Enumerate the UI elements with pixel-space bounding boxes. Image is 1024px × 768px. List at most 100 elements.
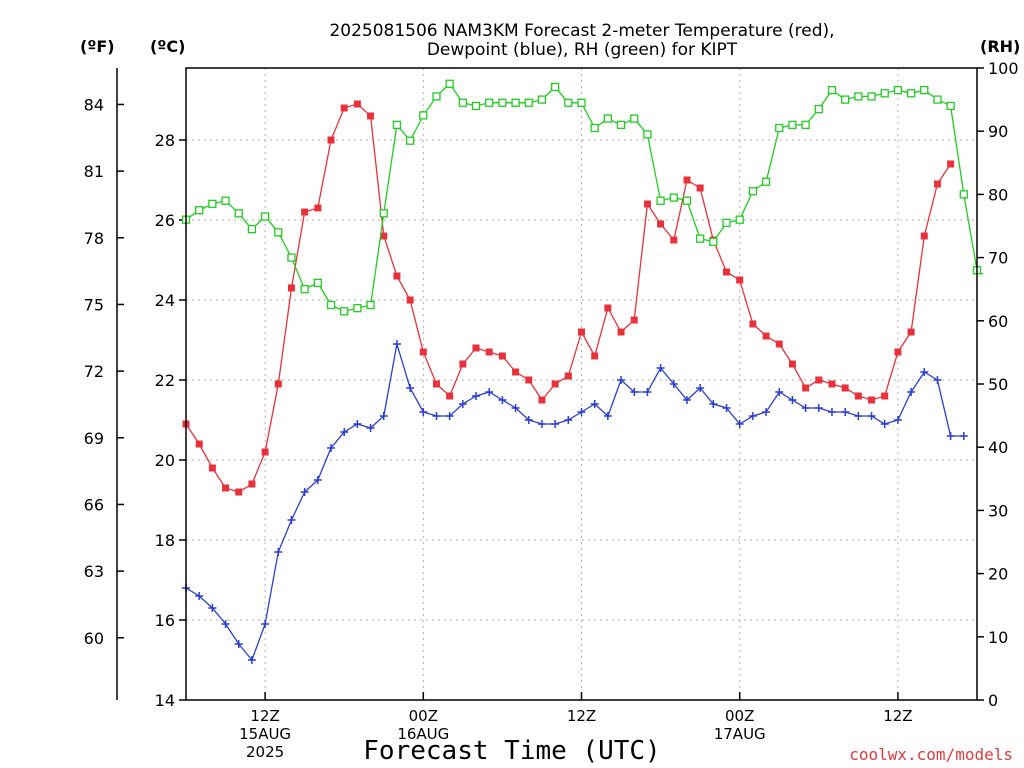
series-dewpoint (182, 340, 968, 664)
dewpoint-point (775, 388, 784, 396)
temperature-point (591, 352, 599, 360)
temperature-point (854, 392, 862, 400)
rh-point (933, 95, 942, 104)
rh-tick-label: 30 (988, 501, 1008, 520)
dewpoint-point (946, 432, 955, 440)
dewpoint-point (788, 396, 797, 404)
dewpoint-point (340, 428, 349, 436)
temperature-point (630, 316, 638, 324)
dewpoint-point (682, 396, 691, 404)
dewpoint-point (392, 340, 401, 348)
temperature-point (643, 200, 651, 208)
rh-point (775, 123, 784, 133)
rh-tick-label: 40 (988, 438, 1008, 457)
rh-point (326, 300, 336, 310)
temperature-point (367, 112, 375, 120)
rh-point (537, 95, 547, 104)
temperature-point (353, 100, 361, 108)
dewpoint-point (933, 376, 942, 384)
rh-point (630, 114, 639, 123)
dewpoint-point (234, 640, 243, 648)
series-temperature (182, 100, 955, 496)
celsius-tick-label: 28 (155, 131, 175, 150)
rh-point (445, 79, 454, 88)
dewpoint-point (959, 432, 968, 440)
rh-point (247, 225, 257, 234)
dewpoint-point (854, 412, 863, 420)
temperature-point (406, 296, 414, 304)
temperature-point (208, 464, 216, 472)
dewpoint-point (511, 404, 520, 412)
rh-point (748, 187, 758, 196)
rh-point (959, 190, 968, 199)
celsius-tick-label: 18 (155, 531, 175, 550)
temperature-point (472, 344, 480, 352)
temperature-point (301, 208, 309, 216)
dewpoint-point (762, 408, 771, 416)
temperature-point (815, 376, 823, 384)
x-tick-label: 12Z (250, 707, 279, 725)
rh-point (946, 101, 955, 111)
rh-point (906, 89, 916, 98)
dewpoint-point (287, 516, 296, 524)
dewpoint-point (313, 476, 322, 484)
dewpoint-point (564, 416, 573, 424)
dewpoint-point (603, 412, 612, 420)
dewpoint-point (841, 408, 850, 416)
dewpoint-point (590, 400, 599, 408)
rh-tick-label: 0 (988, 691, 998, 710)
temperature-point (762, 332, 770, 340)
rh-point (340, 307, 349, 316)
fahrenheit-tick-label: 84 (84, 95, 104, 114)
rh-tick-label: 100 (988, 59, 1019, 78)
dewpoint-point (485, 388, 494, 396)
dewpoint-point (366, 424, 375, 432)
temperature-point (235, 488, 243, 496)
series-rh (181, 79, 983, 316)
dewpoint-point (274, 548, 283, 556)
temperature-point (287, 284, 295, 292)
rh-point (920, 85, 929, 95)
dewpoint-point (920, 368, 929, 376)
rh-point (274, 228, 283, 237)
rh-point (682, 196, 692, 205)
rh-tick-label: 70 (988, 249, 1008, 268)
rh-point (854, 92, 863, 101)
chart-title-line-2: Dewpoint (blue), RH (green) for KIPT (427, 40, 738, 60)
dewpoint-point (893, 416, 902, 424)
temperature-point (274, 380, 282, 388)
dewpoint-point (880, 420, 889, 428)
rh-point (616, 120, 626, 130)
x-tick-label: 00Z (725, 707, 754, 725)
dewpoint-point (498, 396, 507, 404)
x-tick-label: 15AUG (239, 725, 291, 743)
temperature-point (775, 340, 783, 348)
rh-tick-label: 90 (988, 122, 1008, 141)
fahrenheit-tick-label: 63 (84, 562, 104, 581)
temperature-point (578, 328, 585, 336)
temperature-point (617, 328, 625, 336)
temperature-point (670, 236, 678, 244)
rh-tick-label: 60 (988, 312, 1008, 331)
rh-point (801, 120, 810, 130)
temperature-point (828, 380, 836, 388)
temperature-point (933, 180, 941, 188)
x-axis-title: Forecast Time (UTC) (363, 736, 660, 766)
dewpoint-point (261, 620, 270, 628)
rh-point (735, 215, 744, 224)
site-credit: coolwx.com/models (849, 745, 1013, 764)
x-tick-label: 16AUG (397, 725, 449, 743)
dewpoint-point (406, 384, 415, 392)
rh-point (603, 114, 613, 123)
fahrenheit-tick-label: 75 (84, 295, 104, 314)
rh-unit-label: (RH) (980, 37, 1020, 56)
x-tick-label: 12Z (883, 707, 912, 725)
rh-point (827, 85, 837, 95)
dewpoint-point (643, 388, 652, 396)
dewpoint-point (419, 408, 428, 416)
temperature-point (222, 484, 230, 492)
celsius-tick-label: 16 (155, 611, 175, 630)
rh-point (366, 300, 375, 310)
